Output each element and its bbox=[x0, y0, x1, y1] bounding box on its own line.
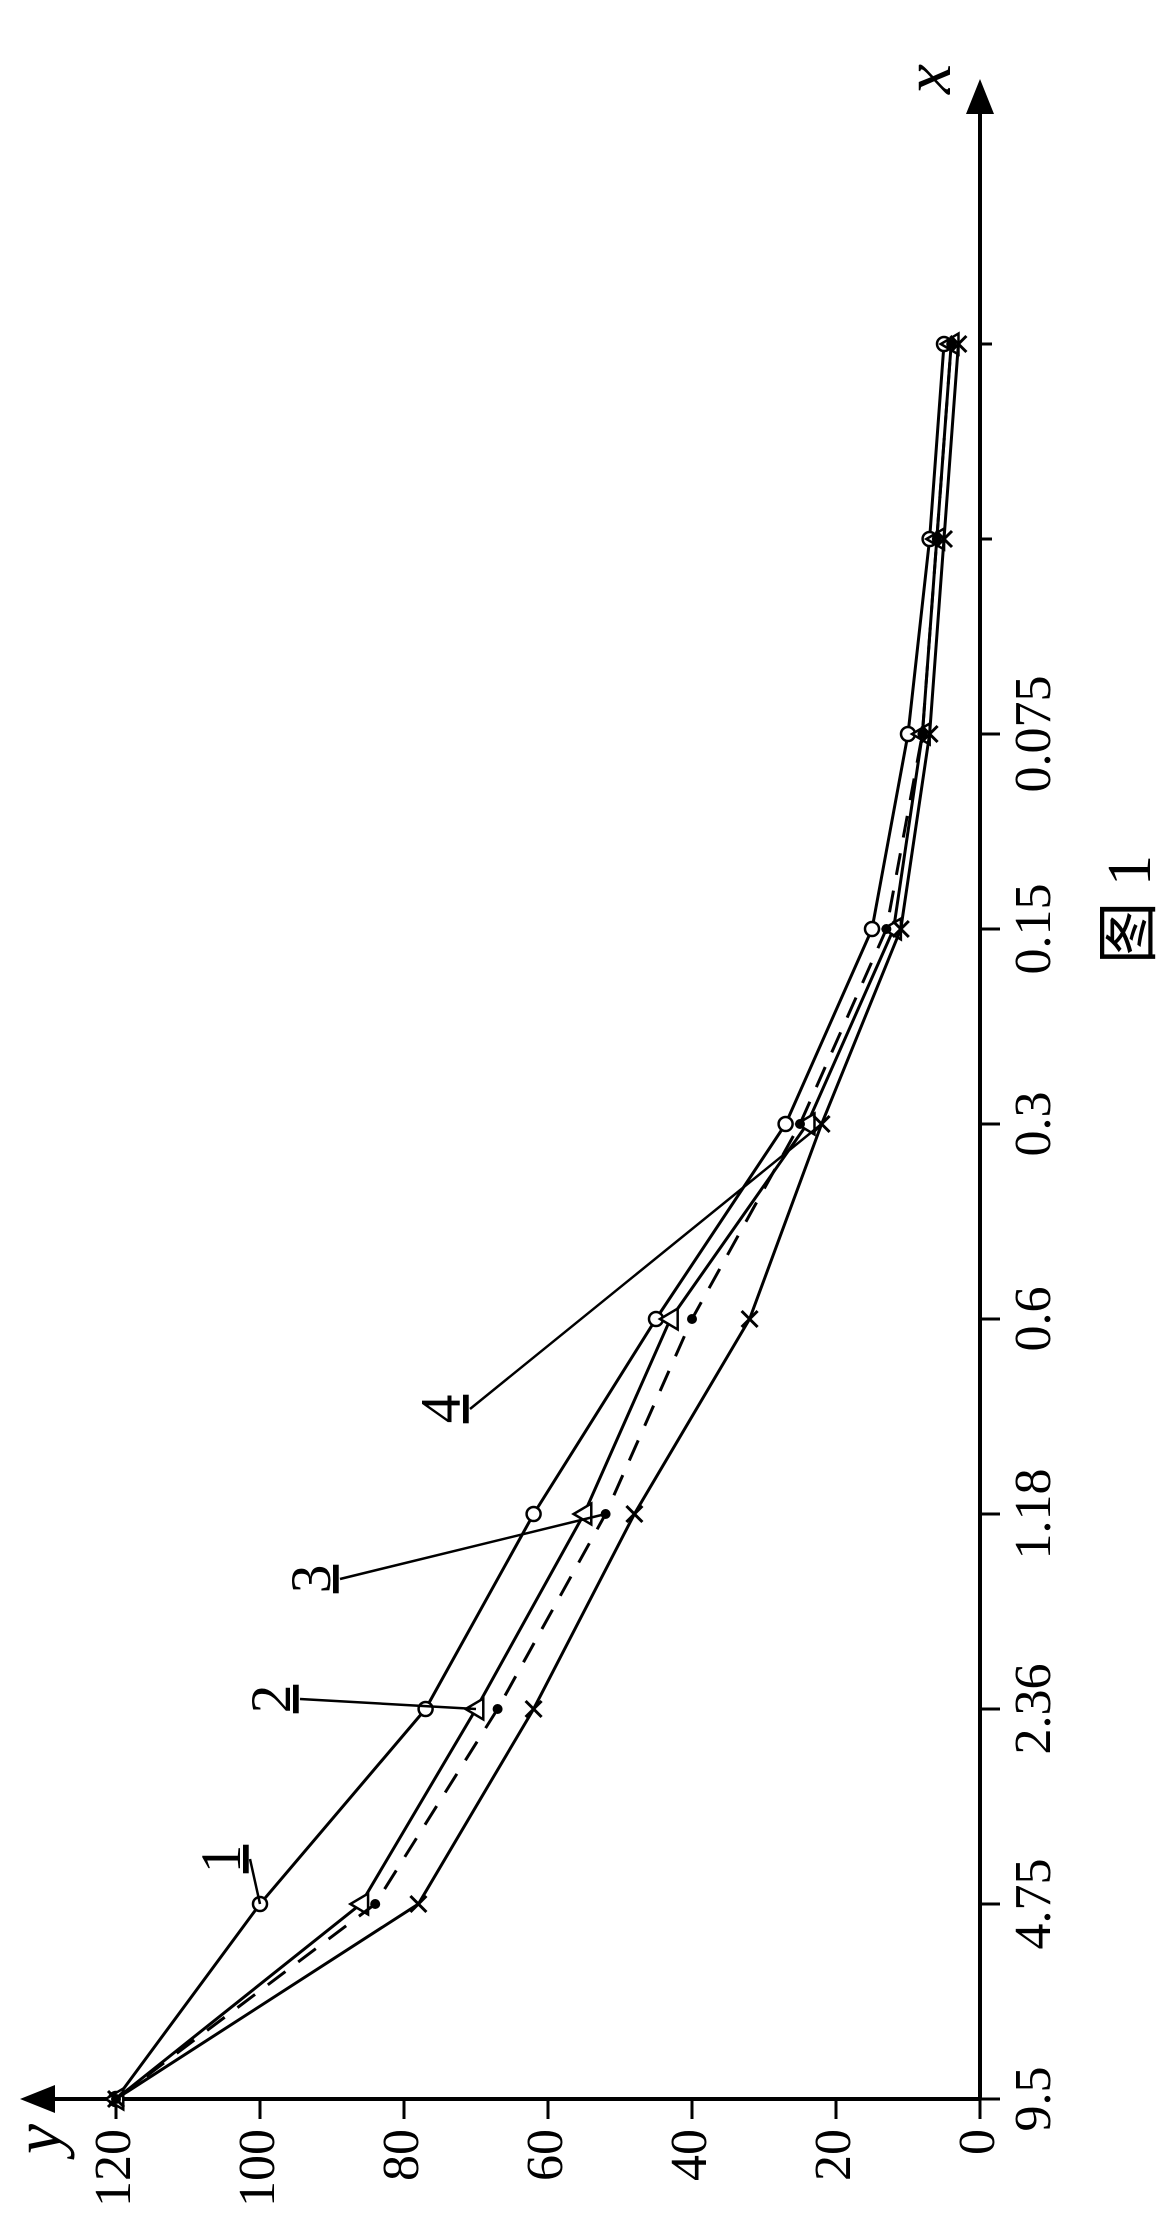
figure-container: y x 0 20 40 60 80 100 120 9.5 4.75 2.36 1.18 0.6 0.3 0.… bbox=[0, 0, 1175, 2219]
y-axis-label: y bbox=[0, 2123, 75, 2160]
marker-circle bbox=[527, 1507, 541, 1521]
x-tick-label: 0.075 bbox=[1005, 676, 1062, 793]
line-chart: y x 0 20 40 60 80 100 120 9.5 4.75 2.36 1.18 0.6 0.3 0.… bbox=[0, 0, 1175, 2219]
x-tick-label: 0.3 bbox=[1005, 1092, 1062, 1157]
marker-dot bbox=[795, 1119, 805, 1129]
series-line-3 bbox=[116, 344, 951, 2099]
callout-label-3: 3 bbox=[280, 1565, 343, 1594]
callout-line-2 bbox=[300, 1699, 476, 1709]
x-tick-label: 9.5 bbox=[1005, 2067, 1062, 2132]
marker-dot bbox=[881, 924, 891, 934]
x-tick-label: 0.6 bbox=[1005, 1287, 1062, 1352]
marker-dot bbox=[687, 1314, 697, 1324]
series-3 bbox=[111, 339, 956, 2104]
marker-dot bbox=[493, 1704, 503, 1714]
y-tick-label: 100 bbox=[229, 2129, 286, 2207]
y-tick-label: 60 bbox=[517, 2129, 574, 2181]
x-axis-label: x bbox=[890, 64, 965, 95]
series-line-2 bbox=[116, 344, 951, 2099]
x-tick-label: 4.75 bbox=[1005, 1859, 1062, 1950]
y-tick-label: 20 bbox=[805, 2129, 862, 2181]
y-tick-label: 120 bbox=[85, 2129, 142, 2207]
series-2 bbox=[106, 334, 959, 2110]
x-tick-label: 1.18 bbox=[1005, 1469, 1062, 1560]
series-4 bbox=[108, 336, 966, 2107]
series-line-1 bbox=[116, 344, 944, 2099]
marker-dot bbox=[370, 1899, 380, 1909]
series-1 bbox=[109, 337, 951, 2106]
marker-circle bbox=[865, 922, 879, 936]
marker-triangle bbox=[660, 1309, 678, 1330]
callout-label-1: 1 bbox=[190, 1845, 253, 1874]
marker-circle bbox=[419, 1702, 433, 1716]
marker-circle bbox=[779, 1117, 793, 1131]
y-axis-arrow bbox=[20, 2085, 55, 2113]
x-tick-label: 2.36 bbox=[1005, 1664, 1062, 1755]
y-tick-label: 0 bbox=[949, 2129, 1006, 2155]
plot-rotated-group: y x 0 20 40 60 80 100 120 9.5 4.75 2.36 1.18 0.6 0.3 0.… bbox=[0, 64, 1164, 2207]
x-tick-label: 0.15 bbox=[1005, 884, 1062, 975]
x-axis-arrow bbox=[966, 79, 994, 114]
series-line-4 bbox=[116, 344, 958, 2099]
figure-caption: 图 1 bbox=[1095, 855, 1164, 964]
callout-label-2: 2 bbox=[240, 1685, 303, 1714]
callout-label-4: 4 bbox=[410, 1395, 473, 1424]
y-tick-label: 40 bbox=[661, 2129, 718, 2181]
y-tick-label: 80 bbox=[373, 2129, 430, 2181]
